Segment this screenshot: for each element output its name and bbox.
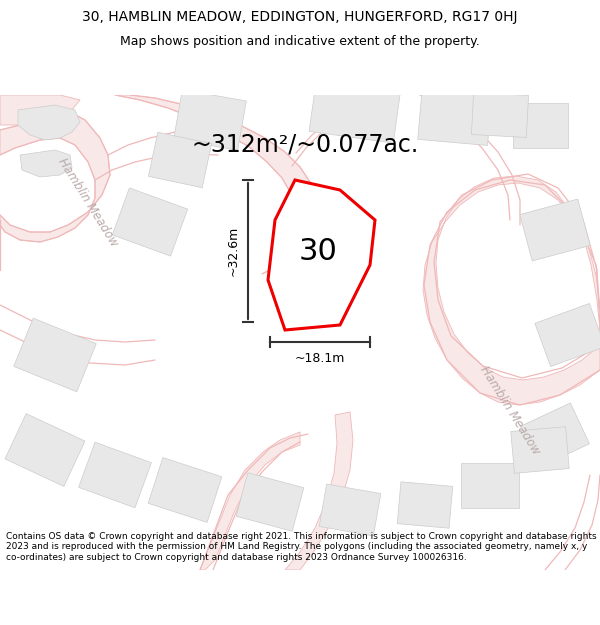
Polygon shape xyxy=(319,484,381,536)
Text: Hamblin Meadow: Hamblin Meadow xyxy=(478,363,542,457)
Polygon shape xyxy=(512,102,568,148)
Polygon shape xyxy=(0,112,110,242)
Polygon shape xyxy=(173,90,247,150)
Polygon shape xyxy=(268,180,375,330)
Polygon shape xyxy=(200,432,300,570)
Text: Map shows position and indicative extent of the property.: Map shows position and indicative extent… xyxy=(120,35,480,48)
Polygon shape xyxy=(0,95,80,125)
Text: 30, HAMBLIN MEADOW, EDDINGTON, HUNGERFORD, RG17 0HJ: 30, HAMBLIN MEADOW, EDDINGTON, HUNGERFOR… xyxy=(82,9,518,24)
Polygon shape xyxy=(461,462,519,508)
Polygon shape xyxy=(418,84,492,146)
Polygon shape xyxy=(274,236,346,304)
Polygon shape xyxy=(20,150,72,177)
Polygon shape xyxy=(521,403,589,467)
Polygon shape xyxy=(520,199,590,261)
Polygon shape xyxy=(236,472,304,531)
Polygon shape xyxy=(112,188,188,256)
Polygon shape xyxy=(115,95,318,274)
Text: ~18.1m: ~18.1m xyxy=(295,352,345,365)
Polygon shape xyxy=(397,482,453,528)
Polygon shape xyxy=(148,458,222,522)
Text: ~312m²/~0.077ac.: ~312m²/~0.077ac. xyxy=(191,133,419,157)
Polygon shape xyxy=(18,105,80,140)
Polygon shape xyxy=(285,412,353,570)
Polygon shape xyxy=(14,318,96,392)
Text: 30: 30 xyxy=(299,237,338,266)
Polygon shape xyxy=(5,414,85,486)
Text: ~32.6m: ~32.6m xyxy=(227,226,240,276)
Polygon shape xyxy=(511,427,569,473)
Polygon shape xyxy=(472,92,529,138)
Polygon shape xyxy=(535,304,600,366)
Text: Hamblin Meadow: Hamblin Meadow xyxy=(55,156,121,249)
Polygon shape xyxy=(423,176,600,405)
Polygon shape xyxy=(79,442,151,508)
Polygon shape xyxy=(309,77,401,143)
Polygon shape xyxy=(148,132,212,188)
Text: Contains OS data © Crown copyright and database right 2021. This information is : Contains OS data © Crown copyright and d… xyxy=(6,532,596,562)
